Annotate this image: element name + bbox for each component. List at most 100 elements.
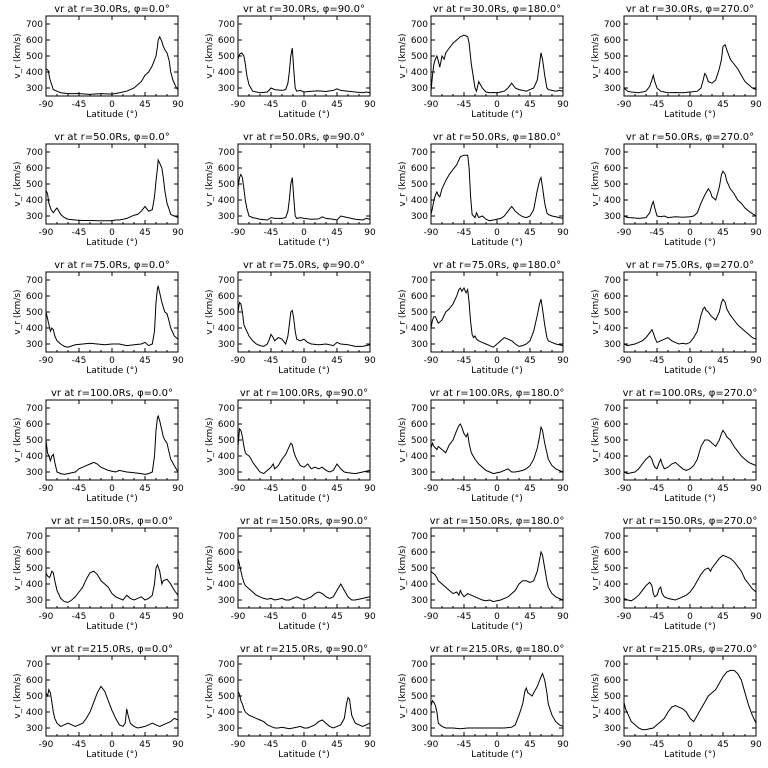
- series-line: [623, 43, 757, 94]
- plot-frame: [430, 143, 564, 225]
- y-axis-label: v_r (km/s): [205, 289, 215, 334]
- y-axis-label: v_r (km/s): [591, 289, 601, 334]
- y-tick-label: 700: [411, 660, 428, 670]
- y-tick-label: 400: [218, 452, 235, 462]
- y-tick-label: 600: [218, 292, 235, 302]
- panel-title: vr at r=30.0Rs, φ=0.0°: [54, 4, 170, 15]
- plot-frame: [45, 143, 179, 225]
- y-tick-label: 600: [411, 292, 428, 302]
- y-tick-label: 400: [26, 324, 43, 334]
- x-tick-label: 45: [717, 356, 728, 366]
- x-axis-label: Latitude (°): [664, 366, 715, 376]
- x-tick-label: 90: [557, 612, 569, 622]
- x-tick-label: 90: [364, 484, 376, 494]
- y-tick-label: 300: [604, 468, 621, 478]
- series-line: [237, 690, 371, 730]
- y-tick-label: 600: [411, 548, 428, 558]
- y-tick-label: 600: [218, 164, 235, 174]
- x-tick-label: 0: [494, 100, 500, 110]
- y-tick-label: 500: [604, 692, 621, 702]
- y-tick-label: 600: [26, 676, 43, 686]
- series-line: [237, 47, 371, 94]
- y-tick-label: 300: [218, 468, 235, 478]
- x-tick-label: -90: [231, 484, 246, 494]
- x-tick-label: -45: [650, 356, 665, 366]
- x-axis-label: Latitude (°): [664, 494, 715, 504]
- y-tick-label: 500: [26, 436, 43, 446]
- x-tick-label: 90: [172, 612, 184, 622]
- x-axis-label: Latitude (°): [278, 366, 329, 376]
- y-tick-label: 600: [604, 420, 621, 430]
- panel-21: vr at r=215.0Rs, φ=0.0° -90 -45 0 45 90 300 400…: [13, 644, 184, 760]
- x-axis-label: Latitude (°): [278, 750, 329, 760]
- x-tick-label: -45: [264, 484, 279, 494]
- x-tick-label: 45: [139, 356, 150, 366]
- y-tick-label: 600: [26, 36, 43, 46]
- x-tick-label: -90: [39, 612, 54, 622]
- series-line: [45, 284, 179, 348]
- y-tick-label: 300: [604, 340, 621, 350]
- x-tick-label: -45: [72, 484, 87, 494]
- y-tick-label: 500: [218, 52, 235, 62]
- x-tick-label: -90: [231, 356, 246, 366]
- x-tick-label: -90: [39, 356, 54, 366]
- panel-4: vr at r=30.0Rs, φ=270.0° -90 -45 0 45 90 300 40…: [591, 4, 762, 120]
- y-tick-label: 400: [218, 708, 235, 718]
- y-axis-label: v_r (km/s): [591, 33, 601, 78]
- y-tick-label: 500: [604, 52, 621, 62]
- x-tick-label: 0: [109, 356, 115, 366]
- y-tick-label: 500: [411, 436, 428, 446]
- x-tick-label: 45: [524, 228, 535, 238]
- series-line: [623, 298, 757, 347]
- y-tick-label: 600: [604, 676, 621, 686]
- plot-frame: [623, 527, 757, 609]
- y-tick-label: 500: [26, 52, 43, 62]
- y-tick-label: 600: [218, 548, 235, 558]
- panel-7: vr at r=50.0Rs, φ=180.0° -90 -45 0 45 90 300 40…: [398, 132, 569, 248]
- y-tick-label: 400: [604, 68, 621, 78]
- y-tick-label: 500: [411, 564, 428, 574]
- y-tick-label: 600: [26, 164, 43, 174]
- y-tick-label: 600: [411, 676, 428, 686]
- y-tick-label: 400: [411, 324, 428, 334]
- x-axis-label: Latitude (°): [278, 110, 329, 120]
- x-tick-label: -90: [39, 484, 54, 494]
- x-tick-label: 45: [524, 612, 535, 622]
- panel-1: vr at r=30.0Rs, φ=0.0° -90 -45 0 45 90 300 400 5…: [13, 4, 184, 120]
- series-line: [430, 286, 564, 348]
- y-axis-label: v_r (km/s): [205, 545, 215, 590]
- y-tick-label: 700: [604, 532, 621, 542]
- x-tick-label: 0: [687, 612, 693, 622]
- x-tick-label: -90: [231, 612, 246, 622]
- y-axis-label: v_r (km/s): [13, 545, 23, 590]
- y-tick-label: 300: [604, 596, 621, 606]
- x-tick-label: -90: [39, 228, 54, 238]
- y-tick-label: 500: [411, 692, 428, 702]
- panel-title: vr at r=30.0Rs, φ=90.0°: [243, 4, 365, 15]
- y-tick-label: 700: [26, 20, 43, 30]
- x-tick-label: 45: [331, 228, 342, 238]
- x-tick-label: -45: [72, 612, 87, 622]
- x-tick-label: 45: [717, 228, 728, 238]
- y-tick-label: 400: [26, 196, 43, 206]
- x-tick-label: 90: [172, 100, 184, 110]
- x-axis-label: Latitude (°): [471, 750, 522, 760]
- y-tick-label: 300: [218, 84, 235, 94]
- y-tick-label: 300: [411, 212, 428, 222]
- plot-frame: [430, 655, 564, 737]
- y-tick-label: 700: [218, 148, 235, 158]
- y-tick-label: 400: [218, 68, 235, 78]
- x-tick-label: -45: [264, 740, 279, 750]
- y-tick-label: 600: [604, 36, 621, 46]
- y-tick-label: 600: [604, 164, 621, 174]
- y-tick-label: 700: [604, 20, 621, 30]
- x-tick-label: -45: [650, 612, 665, 622]
- x-tick-label: 45: [139, 228, 150, 238]
- y-tick-label: 300: [604, 212, 621, 222]
- plot-frame: [430, 399, 564, 481]
- x-tick-label: 45: [717, 484, 728, 494]
- panel-title: vr at r=50.0Rs, φ=0.0°: [54, 132, 170, 143]
- x-tick-label: 0: [494, 228, 500, 238]
- x-tick-label: -90: [231, 740, 246, 750]
